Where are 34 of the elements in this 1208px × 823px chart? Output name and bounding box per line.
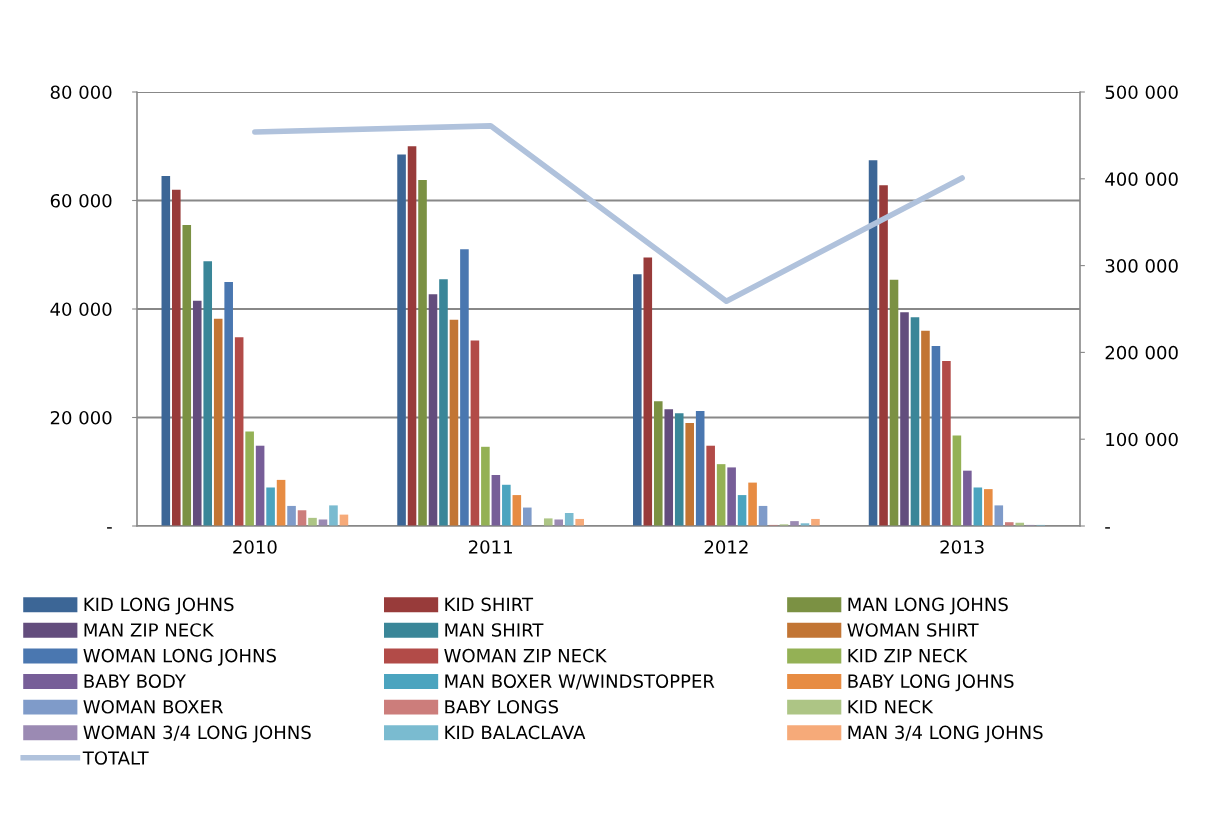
- y-tick-label: 20 000: [50, 410, 112, 425]
- legend-label: WOMAN ZIP NECK: [444, 648, 607, 663]
- legend-label: KID SHIRT: [445, 597, 534, 612]
- legend-label: BABY LONG JOHNS: [848, 674, 1014, 692]
- legend-label: WOMAN 3/4 LONG JOHNS: [83, 725, 311, 743]
- legend-label: BABY BODY: [84, 674, 186, 689]
- y2-tick-label: 100 000: [1106, 432, 1178, 447]
- legend-label: MAN 3/4 LONG JOHNS: [848, 725, 1043, 743]
- x-tick-label: 2013: [940, 540, 984, 554]
- y2-tick-label: 200 000: [1105, 345, 1178, 360]
- y2-tick-label: -: [1105, 527, 1110, 529]
- y-tick-label: 60 000: [50, 193, 112, 208]
- legend-label: BABY LONGS: [445, 699, 559, 714]
- legend-label: MAN ZIP NECK: [84, 623, 215, 637]
- legend-label: KID NECK: [848, 699, 934, 714]
- legend-label: MAN LONG JOHNS: [848, 597, 1008, 615]
- legend-label: MAN BOXER W/WINDSTOPPER: [445, 674, 715, 690]
- x-tick-label: 2011: [468, 540, 512, 554]
- x-tick-label: 2010: [233, 540, 277, 554]
- y2-tick-label: 300 000: [1105, 259, 1178, 273]
- x-tick-label: 2012: [704, 540, 748, 554]
- legend-label: KID BALACLAVA: [445, 725, 586, 740]
- y2-tick-label: 400 000: [1105, 172, 1178, 186]
- legend-label: WOMAN SHIRT: [847, 623, 979, 637]
- y-tick-label: -: [107, 527, 112, 529]
- legend-label: WOMAN BOXER: [83, 699, 223, 714]
- legend-label: TOTALT: [82, 751, 149, 765]
- legend-label: WOMAN LONG JOHNS: [83, 648, 276, 666]
- legend-label: KID LONG JOHNS: [84, 597, 234, 615]
- y2-tick-label: 500 000: [1105, 85, 1178, 100]
- y-tick-label: 80 000: [50, 85, 112, 100]
- legend-label: KID ZIP NECK: [848, 648, 968, 663]
- y-tick-label: 40 000: [50, 302, 112, 317]
- legend-label: MAN SHIRT: [445, 623, 544, 637]
